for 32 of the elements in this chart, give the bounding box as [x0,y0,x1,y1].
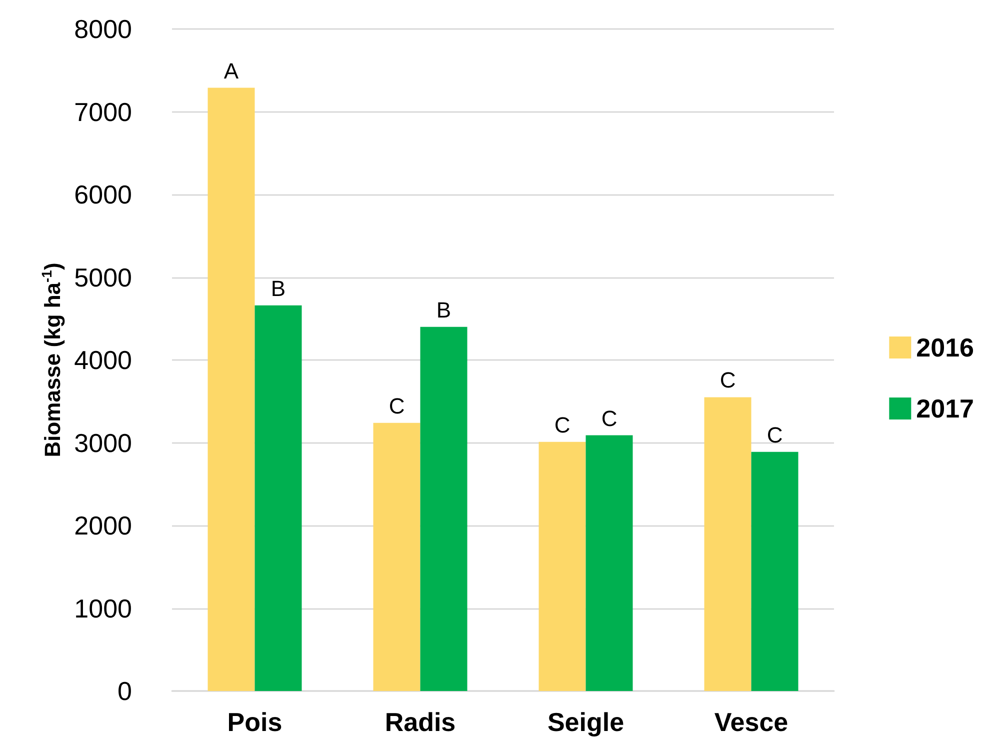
bar [254,305,302,691]
x-tick-label: Radis [384,707,456,737]
x-tick-label: Vesce [714,707,788,737]
data-label: B [270,276,286,301]
legend-label: 2017 [916,394,974,424]
data-label: C [554,412,570,438]
y-tick-label: 3000 [74,428,132,458]
legend-label: 2016 [916,332,974,362]
y-tick-label: 4000 [74,345,132,375]
data-label: C [601,406,618,431]
x-tick-label: Pois [227,707,282,737]
y-tick-label: 7000 [74,96,132,127]
bar [420,326,468,691]
data-label: C [388,393,405,418]
y-tick-label: 1000 [74,593,132,624]
data-label: C [766,422,783,448]
y-tick-label: 8000 [74,14,132,44]
data-label: B [436,297,452,322]
bar [751,452,798,691]
x-tick-label: Seigle [547,707,624,737]
data-label: C [720,368,736,393]
data-label: A [224,58,239,84]
bar [373,422,420,691]
y-tick-label: 6000 [74,180,132,210]
bar [538,442,586,691]
y-axis-title: Biomasse (kg ha-1) [38,262,65,458]
bar [208,88,255,691]
bar [704,397,752,691]
y-tick-label: 5000 [74,262,132,292]
y-tick-label: 0 [118,676,132,706]
y-tick-label: 2000 [74,510,132,540]
bar [586,435,633,691]
